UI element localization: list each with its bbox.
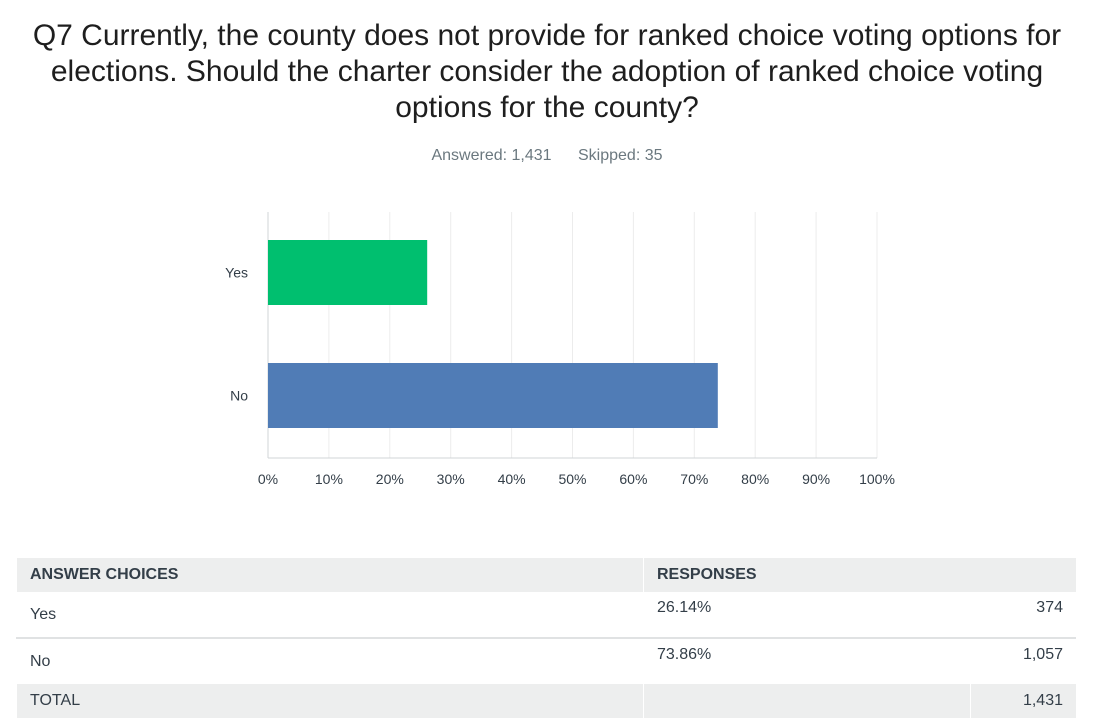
row-count: 374 [970,592,1076,639]
x-tick-label: 0% [258,471,278,487]
category-label: Yes [225,265,248,281]
x-tick-label: 80% [741,471,769,487]
table-header-row: ANSWER CHOICES RESPONSES [16,558,1076,592]
question-title: Q7 Currently, the county does not provid… [32,19,1062,124]
total-label: TOTAL [16,684,644,718]
row-choice: No [16,638,644,684]
row-count: 1,057 [970,638,1076,684]
total-row: TOTAL 1,431 [16,684,1076,718]
x-tick-label: 10% [315,471,343,487]
header-answer-choices: ANSWER CHOICES [16,558,644,592]
results-table: ANSWER CHOICES RESPONSES Yes 26.14% 374 … [16,558,1076,718]
bar [268,240,428,305]
bar-chart: 0% 10% 20% 30% 40% 50% 60% 70% 80% 90% 100% Yes No [225,212,895,487]
response-stats: Answered: 1,431 Skipped: 35 [0,147,1094,165]
row-percent: 73.86% [643,638,971,684]
skipped-count: Skipped: 35 [578,147,663,164]
category-label: No [230,388,248,404]
total-count: 1,431 [970,684,1076,718]
table-row: Yes 26.14% 374 [16,592,1076,639]
x-tick-label: 20% [376,471,404,487]
header-responses: RESPONSES [643,558,1076,592]
x-tick-label: 100% [859,471,895,487]
x-tick-label: 30% [437,471,465,487]
x-tick-label: 70% [680,471,708,487]
table-row: No 73.86% 1,057 [16,638,1076,684]
row-percent: 26.14% [643,592,971,639]
x-tick-label: 90% [802,471,830,487]
row-choice: Yes [16,592,644,639]
answered-count: Answered: 1,431 [431,147,552,164]
bar [268,363,718,428]
x-tick-label: 40% [498,471,526,487]
total-spacer [643,684,971,718]
x-tick-label: 60% [619,471,647,487]
x-tick-label: 50% [558,471,586,487]
